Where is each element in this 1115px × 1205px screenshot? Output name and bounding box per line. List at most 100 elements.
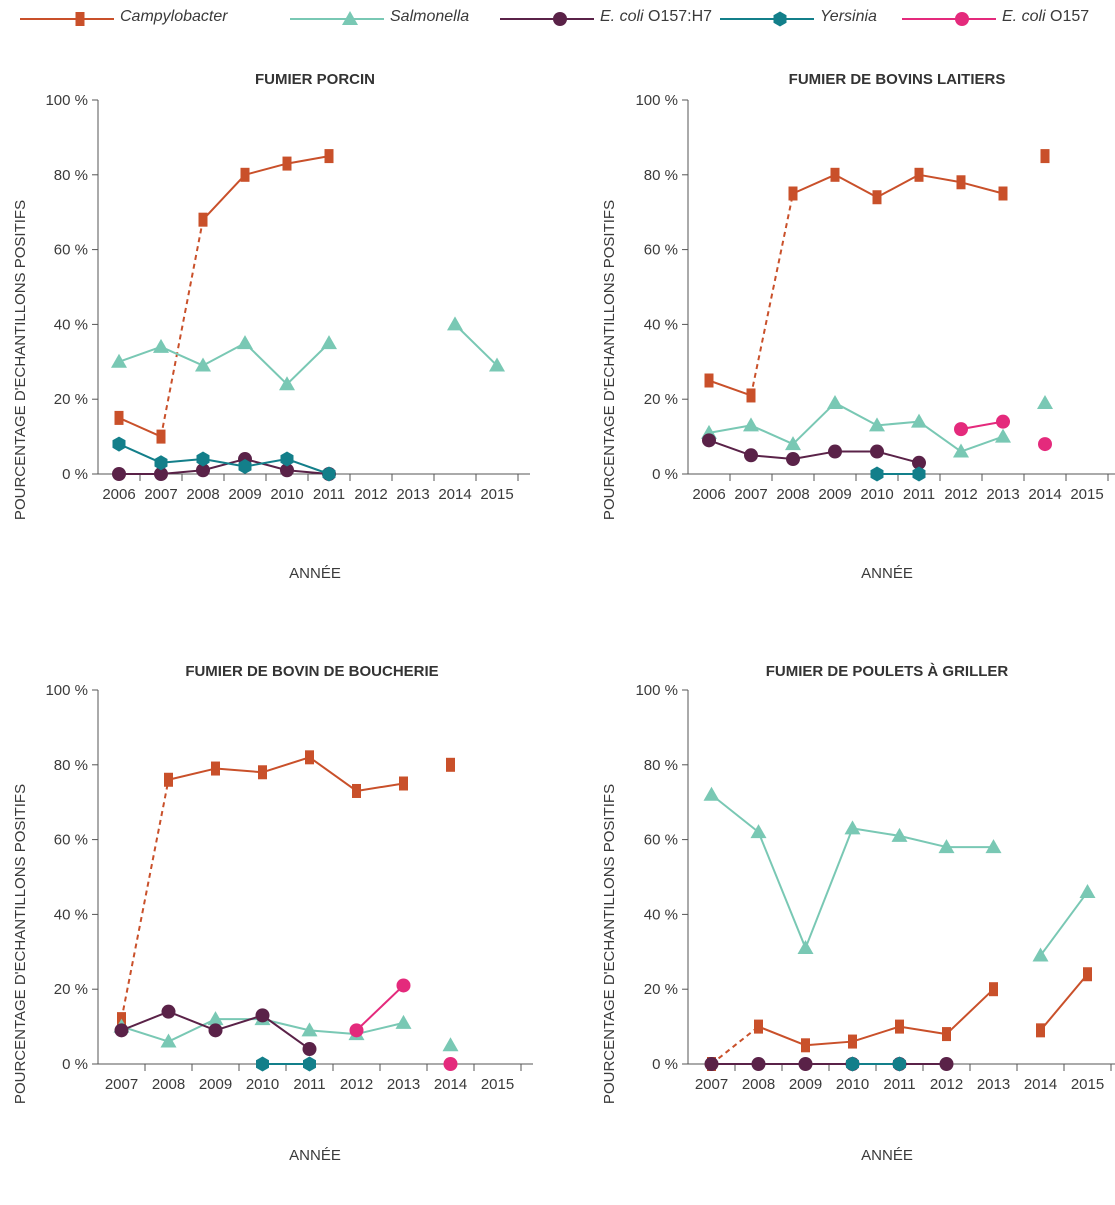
chart-panel-porcin: FUMIER PORCIN ANNÉE POURCENTAGE D'ECHANT… [0,36,557,621]
series-segment [708,439,752,457]
x-tick-label: 2015 [1071,1076,1104,1093]
data-point [282,156,292,171]
data-point [1040,149,1050,164]
data-point [827,394,843,409]
data-point [704,1057,719,1071]
data-point [1037,394,1053,409]
y-tick-label: 0 % [652,1056,678,1073]
y-tick-label: 20 % [54,981,88,998]
y-tick-label: 40 % [644,906,678,923]
data-point [891,827,908,842]
series-segment [202,458,246,468]
chart-svg-bovin-boucherie: FUMIER DE BOVIN DE BOUCHERIE ANNÉE POURC… [12,663,533,1164]
data-point [939,1057,954,1071]
x-tick-label: 2012 [930,1076,963,1093]
series-segment [899,834,947,849]
series-segment [262,756,310,774]
series-segment [355,984,405,1032]
data-point [154,455,168,471]
data-point [750,824,767,839]
y-tick-label: 100 % [45,92,88,109]
x-tick-label: 2010 [860,486,893,503]
legend-item-yersinia: Yersinia [720,0,900,36]
x-axis-label: ANNÉE [289,1147,341,1164]
data-point [870,466,884,482]
x-tick-label: 2009 [818,486,851,503]
series-yersinia [112,436,336,482]
series-segment [708,424,752,434]
series-salmonella [703,786,1096,962]
series-segment [118,345,162,363]
y-tick-label: 40 % [54,316,88,333]
series-segment [121,1010,169,1032]
data-point [995,428,1011,443]
series-segment [168,767,216,781]
data-point [279,376,295,391]
x-tick-label: 2011 [883,1076,915,1093]
data-point [912,455,926,470]
x-tick-label: 2008 [186,486,219,503]
x-tick-label: 2007 [734,486,767,503]
series-segment [757,831,807,949]
data-point [195,357,211,372]
x-axis-label: ANNÉE [861,565,913,582]
data-point [848,1034,857,1049]
data-point [114,410,124,425]
y-tick-label: 0 % [62,466,88,483]
x-tick-label: 2006 [692,486,725,503]
series-segment [244,162,288,176]
x-tick-label: 2008 [776,486,809,503]
y-tick-label: 80 % [644,757,678,774]
x-tick-label: 2011 [313,486,345,503]
legend-swatch-salmonella [290,11,384,25]
series-segment [834,402,878,427]
series-segment [286,342,330,385]
legend-swatch-yersinia [720,11,814,27]
data-point [786,452,800,467]
legend-item-salmonella: Salmonella [290,0,490,36]
data-point [870,444,884,459]
series-segment [876,420,920,427]
data-point [207,1011,224,1026]
x-axis-label: ANNÉE [289,565,341,582]
legend-item-ecoli-h7: E. coli O157:H7 [500,0,730,36]
y-tick-label: 20 % [644,391,678,408]
data-point [255,1008,270,1023]
x-tick-label: 2011 [903,486,935,503]
data-point [161,1004,176,1019]
data-point [895,1019,904,1034]
data-point [256,1056,269,1072]
data-point [322,466,336,482]
x-tick-label: 2015 [1070,486,1103,503]
series-segment [758,1025,806,1047]
series-segment [876,450,920,464]
series-segment [215,1014,263,1032]
series-yersinia [870,466,926,482]
y-axis-label: POURCENTAGE D'ECHANTILLONS POSITIFS [601,784,618,1104]
panel-title: FUMIER DE BOVIN DE BOUCHERIE [185,663,438,680]
series-segment [160,469,204,475]
data-point [942,1027,951,1042]
panel-title: FUMIER PORCIN [255,71,375,88]
y-tick-label: 60 % [54,832,88,849]
series-segment [215,767,263,774]
x-tick-label: 2014 [1028,486,1061,503]
data-point [240,167,250,182]
data-point [396,978,411,993]
series-segment [750,454,794,461]
legend-item-campylobacter: Campylobacter [20,0,250,36]
data-point [785,436,801,451]
x-tick-label: 2010 [270,486,303,503]
chart-svg-porcin: FUMIER PORCIN ANNÉE POURCENTAGE D'ECHANT… [12,71,530,582]
data-point [324,149,334,164]
data-point [302,1042,317,1057]
series-segment [202,174,246,221]
data-point [998,186,1008,201]
data-point [446,757,455,772]
series-segment [899,1025,947,1036]
data-point [996,414,1010,429]
data-point [743,417,759,432]
data-point [1032,947,1049,962]
x-tick-label: 2008 [152,1076,185,1093]
series-segment [750,193,794,396]
